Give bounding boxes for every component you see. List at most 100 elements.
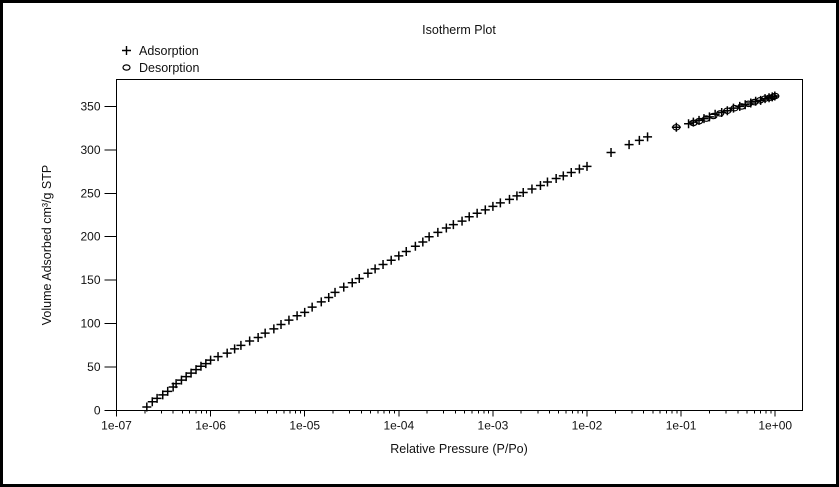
adsorption-point	[582, 161, 592, 171]
adsorption-point	[330, 287, 340, 297]
y-tick-label: 350	[80, 99, 100, 113]
x-tick-label: 1e-07	[101, 419, 132, 433]
legend-label-adsorption: Adsorption	[139, 43, 199, 58]
plot-frame	[116, 79, 803, 411]
desorption-point	[723, 107, 732, 115]
adsorption-point	[386, 255, 396, 265]
adsorption-point	[495, 198, 505, 208]
adsorption-point	[566, 167, 576, 177]
adsorption-point	[163, 386, 173, 396]
adsorption-point	[222, 348, 232, 358]
adsorption-point	[441, 223, 451, 233]
y-tick-label: 250	[80, 186, 100, 200]
adsorption-point	[527, 184, 537, 194]
x-tick-label: 1e-02	[572, 419, 603, 433]
adsorption-point	[260, 328, 270, 338]
adsorption-point	[424, 232, 434, 242]
adsorption-point	[191, 365, 201, 375]
adsorption-point	[574, 164, 584, 174]
desorption-point	[702, 115, 711, 122]
adsorption-point	[253, 333, 263, 343]
adsorption-point	[551, 174, 561, 184]
y-tick-label: 300	[80, 143, 100, 157]
adsorption-point	[230, 344, 240, 354]
adsorption-point	[316, 297, 326, 307]
adsorption-point	[201, 359, 211, 369]
y-tick-label: 100	[80, 317, 100, 331]
chart-canvas: 1e-07 1e-06 1e-05 1e-04 1e-03 1e-02 1e-01 1e+00…	[80, 79, 803, 433]
circle-marker-icon	[120, 63, 133, 72]
adsorption-point	[206, 355, 216, 365]
adsorption-point	[142, 402, 152, 412]
adsorption-point	[269, 324, 279, 334]
desorption-point	[709, 112, 718, 120]
adsorption-point	[292, 311, 302, 321]
adsorption-point	[354, 273, 364, 283]
adsorption-point	[181, 372, 191, 382]
adsorption-point	[480, 205, 490, 215]
adsorption-point	[410, 241, 420, 251]
adsorption-point	[624, 140, 634, 150]
desorption-point	[694, 117, 704, 125]
adsorption-point	[347, 278, 357, 288]
adsorption-point	[448, 220, 458, 230]
adsorption-point	[401, 247, 411, 257]
y-tick-label: 200	[80, 230, 100, 244]
adsorption-point	[558, 171, 568, 181]
adsorption-point	[147, 397, 157, 407]
adsorption-point	[504, 194, 514, 204]
adsorption-point	[488, 201, 498, 211]
adsorption-point	[542, 177, 552, 187]
desorption-point	[672, 123, 681, 131]
adsorption-point	[307, 302, 317, 312]
desorption-point	[771, 92, 780, 100]
adsorption-point	[606, 147, 616, 157]
adsorption-point	[171, 379, 181, 389]
adsorption-point	[152, 393, 162, 403]
adsorption-series	[142, 91, 780, 412]
x-tick-label: 1e-03	[478, 419, 509, 433]
adsorption-point	[710, 109, 720, 119]
adsorption-point	[300, 307, 310, 317]
adsorption-point	[535, 180, 545, 190]
adsorption-point	[176, 375, 186, 385]
adsorption-point	[363, 268, 373, 278]
adsorption-point	[158, 390, 168, 400]
x-axis-label: Relative Pressure (P/Po)	[390, 442, 528, 456]
adsorption-point	[394, 251, 404, 261]
y-tick-label: 150	[80, 273, 100, 287]
adsorption-point	[236, 340, 246, 350]
plus-marker-icon	[120, 45, 133, 56]
chart-title: Isotherm Plot	[422, 23, 496, 37]
x-tick-label: 1e-01	[666, 419, 697, 433]
adsorption-point	[684, 119, 694, 129]
adsorption-point	[433, 227, 443, 237]
x-axis-ticks: 1e-07 1e-06 1e-05 1e-04 1e-03 1e-02 1e-01 1e+00	[101, 410, 792, 433]
legend-label-desorption: Desorption	[139, 60, 200, 75]
desorption-point	[760, 95, 770, 102]
adsorption-point	[457, 216, 467, 226]
adsorption-point	[324, 293, 334, 303]
y-tick-label: 0	[94, 404, 101, 418]
adsorption-point	[518, 187, 528, 197]
adsorption-point	[472, 208, 482, 218]
adsorption-point	[643, 132, 653, 142]
y-axis-ticks: 0 50 100 150 200 250 300 350	[80, 99, 117, 418]
x-tick-label: 1e-05	[289, 419, 320, 433]
adsorption-point	[213, 352, 223, 362]
adsorption-point	[196, 361, 206, 371]
adsorption-point	[339, 282, 349, 292]
desorption-series	[672, 92, 780, 131]
adsorption-point	[186, 368, 196, 378]
adsorption-point	[245, 336, 255, 346]
legend-item-adsorption: Adsorption	[120, 42, 199, 59]
legend: Adsorption Desorption	[120, 42, 199, 76]
adsorption-point	[634, 135, 644, 145]
desorption-point	[715, 110, 725, 117]
adsorption-point	[378, 260, 388, 270]
adsorption-point	[276, 319, 286, 329]
adsorption-point	[284, 315, 294, 325]
x-tick-label: 1e-06	[195, 419, 226, 433]
y-tick-label: 50	[87, 360, 101, 374]
x-tick-label: 1e+00	[758, 419, 792, 433]
